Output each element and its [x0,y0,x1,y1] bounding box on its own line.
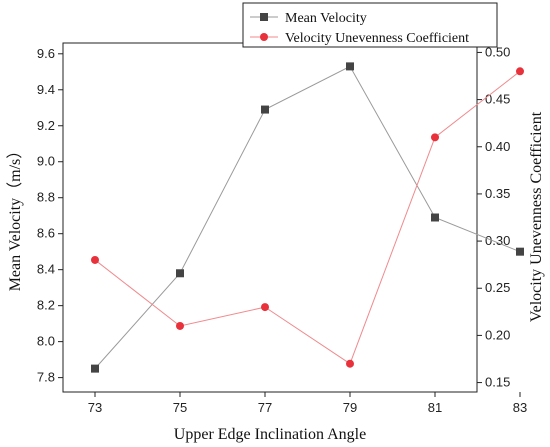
y-right-axis-ticks: 0.15 0.20 0.25 0.30 0.35 0.40 0.45 0.50 [477,44,510,390]
data-point-mean-velocity [431,213,439,222]
legend-label-unevenness: Velocity Unevenness Coefficient [285,31,469,46]
y-right-tick-label: 0.15 [485,375,510,390]
y-left-tick-label: 9.0 [37,154,55,169]
y-left-axis-title: Mean Velocity（m/s） [6,143,24,292]
x-tick-label: 81 [428,400,442,415]
y-left-tick-label: 9.4 [37,82,55,97]
data-point-mean-velocity [176,269,184,278]
y-right-tick-label: 0.45 [485,92,510,107]
y-right-tick-label: 0.50 [485,44,510,59]
series-layer [91,62,524,373]
data-point-unevenness [176,321,184,330]
x-tick-label: 79 [343,400,357,415]
y-left-tick-label: 8.8 [37,190,55,205]
x-axis-title: Upper Edge Inclination Angle [174,426,366,443]
legend-box [242,2,498,48]
y-left-tick-label: 8.2 [37,298,55,313]
series-line-unevenness [94,70,521,365]
y-right-tick-label: 0.25 [485,280,510,295]
y-right-tick-label: 0.40 [485,139,510,154]
legend-marker-mean-velocity [260,13,268,21]
x-tick-label: 77 [258,400,272,415]
y-right-tick-label: 0.30 [485,233,510,248]
data-point-unevenness [261,303,269,312]
data-point-unevenness [346,359,354,368]
data-point-unevenness [91,255,99,264]
y-left-axis-ticks: 7.8 8.0 8.2 8.4 8.6 8.8 9.0 9.2 9.4 9.6 [37,46,63,385]
data-point-unevenness [516,67,524,76]
y-right-tick-label: 0.20 [485,327,510,342]
data-point-unevenness [431,133,439,142]
y-left-tick-label: 9.6 [37,46,55,61]
series-line-mean-velocity [94,65,521,369]
y-right-axis-title: Velocity Unevenness Coefficient [528,111,545,322]
legend-marker-unevenness [260,33,268,41]
y-left-tick-label: 8.0 [37,334,55,349]
data-point-mean-velocity [516,247,524,256]
y-left-tick-label: 9.2 [37,118,55,133]
legend: Mean Velocity Velocity Unevenness Coeffi… [242,2,498,48]
plot-frame [62,42,478,393]
y-left-tick-label: 8.4 [37,262,55,277]
data-point-mean-velocity [261,105,269,114]
x-axis-ticks: 73 75 77 79 81 83 [88,392,527,415]
x-tick-label: 83 [513,400,527,415]
x-tick-label: 73 [88,400,102,415]
data-point-mean-velocity [91,364,99,373]
data-point-mean-velocity [346,62,354,71]
y-left-tick-label: 7.8 [37,370,55,385]
x-tick-label: 75 [173,400,187,415]
y-left-tick-label: 8.6 [37,226,55,241]
legend-label-mean-velocity: Mean Velocity [285,11,367,26]
y-right-tick-label: 0.35 [485,186,510,201]
